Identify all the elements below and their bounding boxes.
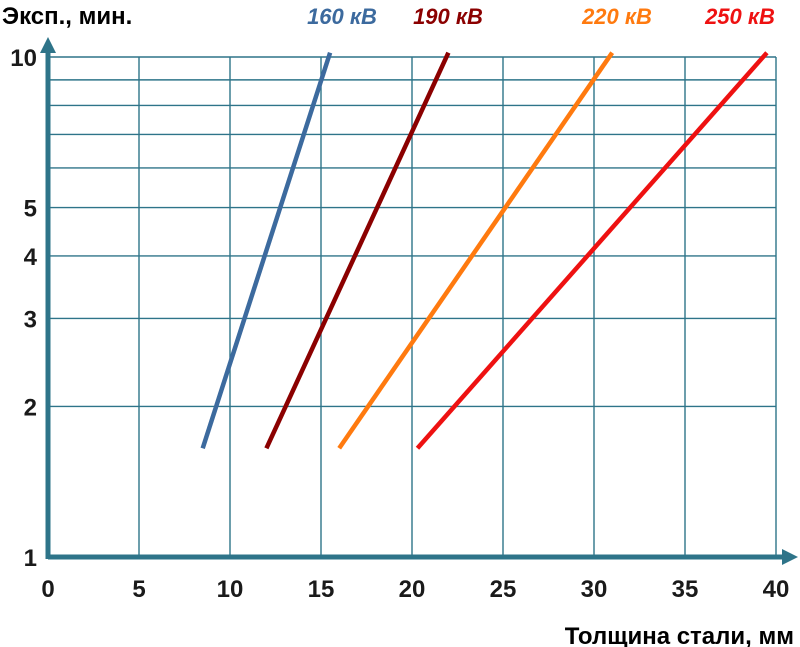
axes [40,37,798,565]
x-tick-label: 25 [490,576,517,603]
y-tick-label: 3 [24,306,37,333]
x-axis-label: Толщина стали, мм [565,623,794,647]
x-axis-arrow-icon [782,549,798,565]
y-tick-label: 1 [24,545,37,572]
legend-label: 190 кВ [413,4,483,29]
x-tick-label: 5 [132,576,145,603]
x-tick-label: 20 [399,576,426,603]
y-tick-label: 10 [10,45,37,72]
legend-label: 220 кВ [581,4,652,29]
x-tick-label: 30 [581,576,608,603]
legend-label: 250 кВ [704,4,775,29]
x-tick-label: 35 [672,576,699,603]
series-line-220 [337,51,615,450]
x-tick-label: 10 [217,576,244,603]
series-line-160 [200,52,333,449]
y-axis-arrow-icon [40,37,56,53]
x-tick-label: 40 [763,576,790,603]
legend-label: 160 кВ [307,4,377,29]
y-tick-label: 2 [24,394,37,421]
series-line-190 [264,51,451,450]
series-lines [200,51,769,450]
x-tick-label: 15 [308,576,335,603]
y-axis-label: Эксп., мин. [2,3,132,30]
grid [48,56,777,557]
x-tick-label: 0 [41,576,54,603]
tick-labels: 0 5 10 15 20 25 30 35 40 1 2 3 4 5 10 [10,45,789,603]
legend: 160 кВ 190 кВ 220 кВ 250 кВ [307,4,775,29]
y-tick-label: 5 [24,196,37,223]
series-line-250 [415,51,769,450]
y-tick-label: 4 [24,244,38,271]
